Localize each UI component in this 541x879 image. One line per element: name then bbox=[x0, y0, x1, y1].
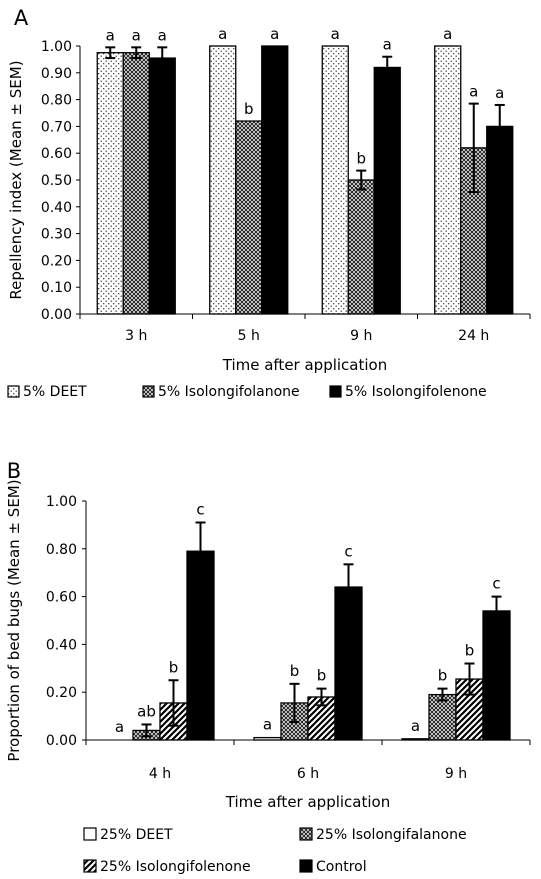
chart-panel-a: A 0.00 0.10 0.20 0.30 0.40 0.50 0.60 0.70 0.80 0.9… bbox=[7, 6, 531, 400]
y-tick-label: 0.20 bbox=[41, 253, 72, 269]
bar bbox=[482, 610, 511, 741]
bar bbox=[401, 738, 430, 741]
significance-letter: a bbox=[218, 25, 227, 43]
x-tick-label: 24 h bbox=[458, 328, 489, 344]
bar bbox=[209, 45, 237, 315]
legend-label: Control bbox=[316, 859, 367, 875]
significance-letter: a bbox=[443, 25, 452, 43]
significance-letter: c bbox=[344, 542, 352, 560]
bar bbox=[347, 179, 375, 315]
significance-letter: b bbox=[317, 667, 327, 685]
significance-letter: a bbox=[270, 25, 279, 43]
significance-letter: a bbox=[411, 717, 420, 735]
x-tick-label: 6 h bbox=[297, 766, 319, 782]
legend-label: 5% DEET bbox=[23, 384, 87, 400]
significance-letter: b bbox=[290, 662, 300, 680]
legend-swatch bbox=[83, 859, 97, 873]
legend-swatch bbox=[83, 827, 97, 841]
significance-letter: b bbox=[356, 150, 366, 168]
significance-letter: a bbox=[106, 26, 115, 44]
x-axis-title: Time after application bbox=[225, 793, 390, 811]
significance-letter: ab bbox=[137, 702, 156, 720]
bar bbox=[148, 57, 176, 315]
significance-letter: b bbox=[244, 100, 254, 118]
y-tick-label: 0.70 bbox=[41, 119, 72, 135]
panel-label: B bbox=[7, 459, 21, 483]
x-tick-label: 5 h bbox=[238, 328, 260, 344]
bar bbox=[334, 586, 363, 741]
significance-letter: c bbox=[492, 575, 500, 593]
y-tick-label: 0.10 bbox=[41, 280, 72, 296]
x-tick-label: 9 h bbox=[350, 328, 372, 344]
y-tick-label: 0.90 bbox=[41, 66, 72, 82]
y-tick-label: 0.00 bbox=[41, 307, 72, 323]
significance-letter: a bbox=[158, 26, 167, 44]
bar bbox=[253, 736, 282, 741]
legend-label: 25% Isolongifalanone bbox=[316, 827, 467, 843]
bar bbox=[486, 125, 514, 315]
significance-letter: c bbox=[196, 501, 204, 519]
legend-label: 25% DEET bbox=[100, 827, 173, 843]
legend-swatch bbox=[299, 827, 313, 841]
legend-swatch bbox=[7, 385, 20, 398]
y-tick-label: 1.00 bbox=[41, 39, 72, 55]
y-axis-title: Repellency index (Mean ± SEM) bbox=[7, 60, 25, 299]
legend-swatch bbox=[142, 385, 155, 398]
significance-letter: a bbox=[132, 26, 141, 44]
y-tick-label: 0.00 bbox=[46, 733, 77, 749]
legend-label: 5% Isolongifolenone bbox=[345, 384, 487, 400]
y-tick-label: 0.40 bbox=[46, 637, 77, 653]
legend-label: 25% Isolongifolenone bbox=[100, 859, 251, 875]
y-tick-label: 0.80 bbox=[46, 542, 77, 558]
x-tick-label: 9 h bbox=[445, 766, 467, 782]
bar bbox=[261, 45, 289, 315]
x-tick-label: 3 h bbox=[125, 328, 147, 344]
y-tick-label: 0.20 bbox=[46, 685, 77, 701]
y-tick-label: 0.60 bbox=[46, 590, 77, 606]
bar bbox=[434, 45, 462, 315]
y-axis-title: Proportion of bed bugs (Mean ± SEM) bbox=[5, 479, 23, 761]
legend-swatch bbox=[299, 859, 313, 873]
significance-letter: a bbox=[495, 84, 504, 102]
y-tick-label: 0.30 bbox=[41, 227, 72, 243]
x-axis-title: Time after application bbox=[222, 356, 387, 374]
significance-letter: b bbox=[465, 642, 475, 660]
y-tick-label: 0.60 bbox=[41, 146, 72, 162]
significance-letter: a bbox=[331, 25, 340, 43]
legend-label: 5% Isolongifolanone bbox=[158, 384, 300, 400]
significance-letter: b bbox=[438, 667, 448, 685]
y-tick-label: 0.50 bbox=[41, 173, 72, 189]
bar bbox=[321, 45, 349, 315]
significance-letter: a bbox=[383, 36, 392, 54]
y-tick-label: 0.40 bbox=[41, 200, 72, 216]
legend-swatch bbox=[329, 385, 342, 398]
panel-label: A bbox=[14, 6, 29, 30]
significance-letter: a bbox=[115, 718, 124, 736]
significance-letter: a bbox=[263, 716, 272, 734]
y-tick-label: 1.00 bbox=[46, 494, 77, 510]
y-tick-label: 0.80 bbox=[41, 93, 72, 109]
bar bbox=[122, 52, 150, 315]
significance-letter: b bbox=[169, 658, 179, 676]
bar bbox=[235, 120, 263, 315]
significance-letter: a bbox=[469, 83, 478, 101]
bar bbox=[96, 52, 124, 315]
x-tick-label: 4 h bbox=[149, 766, 171, 782]
bar bbox=[373, 66, 401, 315]
